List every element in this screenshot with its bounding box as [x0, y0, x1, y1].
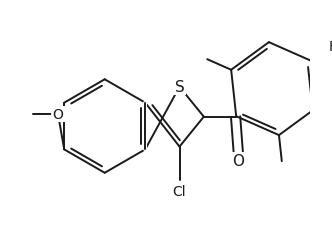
Text: O: O: [232, 153, 244, 168]
Text: Cl: Cl: [173, 185, 186, 199]
Text: O: O: [52, 107, 63, 121]
Text: F: F: [329, 39, 332, 53]
Text: S: S: [175, 80, 184, 95]
